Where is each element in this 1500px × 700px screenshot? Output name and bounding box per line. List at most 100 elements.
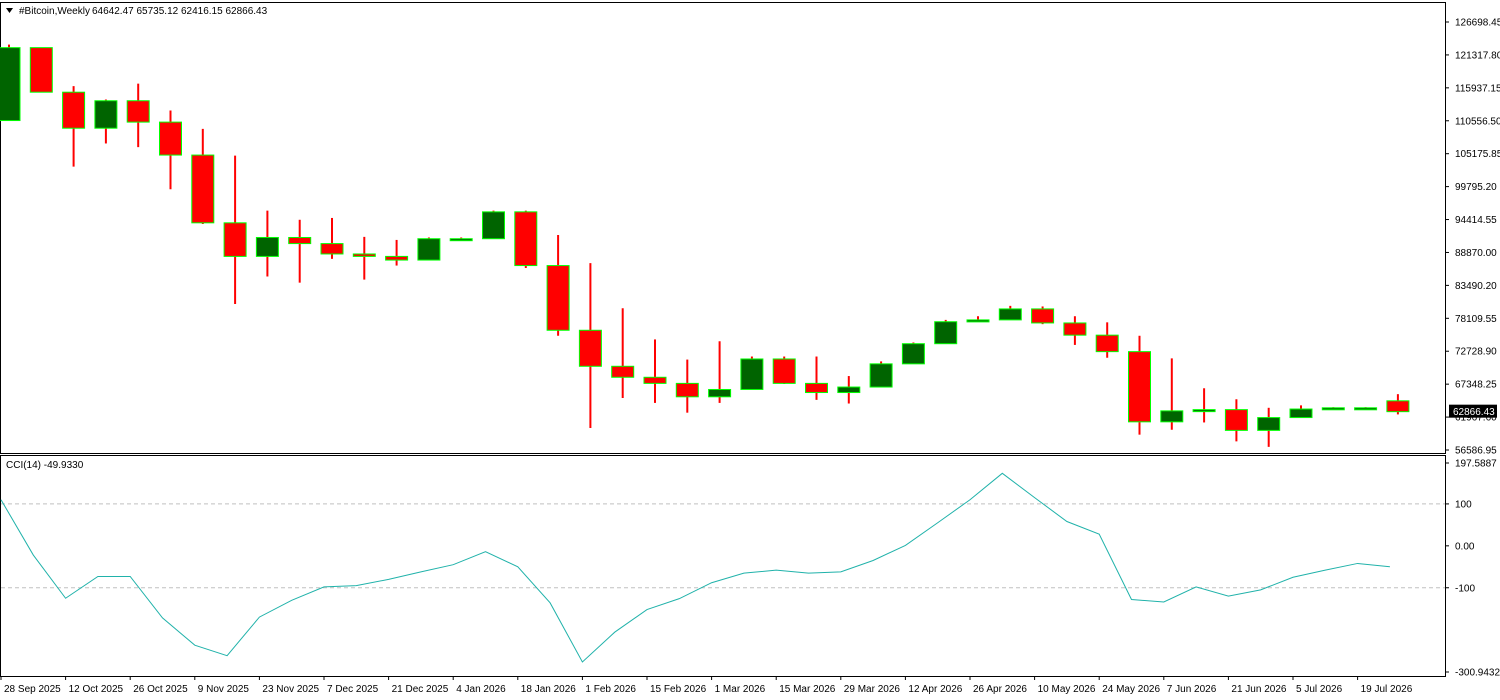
candle-bull bbox=[901, 343, 925, 365]
candle-bull bbox=[1321, 407, 1345, 411]
time-tick-label: 24 May 2026 bbox=[1102, 684, 1160, 695]
candle-bull bbox=[94, 100, 118, 129]
time-axis: 28 Sep 2025 12 Oct 2025 26 Oct 2025 9 Nov 2… bbox=[0, 676, 1413, 695]
candle-bull bbox=[966, 319, 990, 323]
candle-bear bbox=[546, 265, 570, 331]
price-tick-label: 94414.55 bbox=[1455, 215, 1497, 226]
price-tick-label: 67348.25 bbox=[1455, 380, 1497, 391]
time-tick-label: 12 Oct 2025 bbox=[69, 684, 124, 695]
cci-line bbox=[0, 472, 1390, 663]
candle-bear bbox=[1063, 322, 1087, 336]
candle-bear bbox=[385, 255, 409, 261]
time-tick-label: 29 Mar 2026 bbox=[844, 684, 901, 695]
candle-bull bbox=[934, 321, 958, 345]
cci-level-lines bbox=[1, 503, 1445, 589]
candle-bear bbox=[288, 236, 312, 245]
candle-bull bbox=[1354, 407, 1378, 411]
cci-axis: 197.5887 100 0.00 -100 -300.9432 bbox=[1445, 459, 1500, 679]
candle-bear bbox=[1031, 308, 1055, 324]
candle-bear bbox=[1224, 409, 1248, 431]
candle-bull bbox=[417, 238, 441, 261]
price-tick-label: 99795.20 bbox=[1455, 182, 1497, 193]
time-tick-label: 1 Mar 2026 bbox=[715, 684, 766, 695]
price-tick-label: 126698.45 bbox=[1455, 18, 1500, 29]
time-tick-label: 23 Nov 2025 bbox=[262, 684, 319, 695]
time-tick-label: 21 Dec 2025 bbox=[392, 684, 449, 695]
candle-bull bbox=[482, 211, 505, 240]
candlestick-series bbox=[0, 44, 1410, 447]
cci-tick-label: 197.5887 bbox=[1455, 459, 1497, 470]
time-tick-label: 7 Jun 2026 bbox=[1167, 684, 1217, 695]
candle-bull bbox=[837, 386, 861, 394]
candle-bear bbox=[126, 100, 150, 123]
candle-bear bbox=[223, 222, 247, 257]
candle-bear bbox=[805, 382, 828, 394]
price-tick-label: 110556.50 bbox=[1455, 116, 1500, 127]
price-tick-label: 121317.80 bbox=[1455, 50, 1500, 61]
price-tick-label: 61967.60 bbox=[1455, 413, 1497, 424]
time-tick-label: 28 Sep 2025 bbox=[4, 684, 61, 695]
time-tick-label: 7 Dec 2025 bbox=[327, 684, 379, 695]
candle-bull bbox=[869, 363, 893, 388]
candle-bear bbox=[29, 47, 53, 93]
price-tick-label: 88870.00 bbox=[1455, 248, 1497, 259]
time-tick-label: 9 Nov 2025 bbox=[198, 684, 250, 695]
cci-tick-label: -300.9432 bbox=[1455, 668, 1500, 679]
candle-bear bbox=[643, 376, 667, 384]
time-tick-label: 12 Apr 2026 bbox=[908, 684, 962, 695]
cci-label: CCI(14) -49.9330 bbox=[6, 460, 84, 471]
candle-bull bbox=[449, 238, 473, 242]
symbol-label: #Bitcoin,Weekly bbox=[19, 6, 90, 17]
candle-bull bbox=[1160, 410, 1184, 423]
candle-bear bbox=[578, 329, 602, 367]
candle-bear bbox=[352, 253, 376, 257]
current-price-tag: 62866.43 bbox=[1449, 404, 1497, 418]
time-tick-label: 15 Mar 2026 bbox=[779, 684, 836, 695]
current-price-value: 62866.43 bbox=[1453, 407, 1495, 418]
price-tick-label: 78109.55 bbox=[1455, 314, 1497, 325]
candle-bear bbox=[675, 382, 699, 398]
time-tick-label: 19 Jul 2026 bbox=[1361, 684, 1413, 695]
triangle-down-icon[interactable] bbox=[6, 8, 13, 13]
cci-series bbox=[0, 472, 1390, 663]
price-tick-label: 56586.95 bbox=[1455, 446, 1497, 457]
candle-bear bbox=[62, 91, 86, 129]
candle-bear bbox=[514, 211, 538, 267]
candle-bull bbox=[708, 388, 732, 398]
price-tick-label: 105175.85 bbox=[1455, 149, 1500, 160]
candle-bear bbox=[191, 154, 215, 224]
cci-tick-label: 100 bbox=[1455, 499, 1472, 510]
candle-bull bbox=[0, 47, 21, 122]
candle-bear bbox=[159, 121, 182, 156]
time-tick-label: 15 Feb 2026 bbox=[650, 684, 707, 695]
candle-bear bbox=[772, 358, 796, 384]
candle-bear bbox=[611, 365, 635, 378]
candle-bull bbox=[998, 308, 1022, 321]
cci-panel-frame bbox=[0, 455, 1446, 677]
candle-bear bbox=[1386, 400, 1410, 413]
time-tick-label: 4 Jan 2026 bbox=[456, 684, 506, 695]
time-tick-label: 21 Jun 2026 bbox=[1231, 684, 1286, 695]
candle-bull bbox=[1257, 417, 1281, 431]
candle-bull bbox=[740, 358, 764, 390]
candle-bear bbox=[320, 243, 344, 255]
time-tick-label: 26 Oct 2025 bbox=[133, 684, 188, 695]
candle-bull bbox=[255, 236, 279, 257]
time-tick-label: 1 Feb 2026 bbox=[585, 684, 636, 695]
candle-bear bbox=[1128, 351, 1151, 423]
current-price-tag-bg bbox=[1449, 404, 1497, 418]
price-axis: 126698.45 121317.80 115937.15 110556.50 1051… bbox=[1445, 18, 1500, 457]
price-panel-frame bbox=[0, 2, 1446, 454]
candle-bear bbox=[1095, 334, 1119, 353]
price-tick-label: 83490.20 bbox=[1455, 281, 1497, 292]
cci-tick-label: 0.00 bbox=[1455, 541, 1475, 552]
candle-bull bbox=[1289, 408, 1313, 419]
price-tick-label: 72728.90 bbox=[1455, 347, 1497, 358]
time-tick-label: 18 Jan 2026 bbox=[521, 684, 576, 695]
cci-tick-label: -100 bbox=[1455, 583, 1475, 594]
time-tick-label: 10 May 2026 bbox=[1038, 684, 1096, 695]
price-tick-label: 115937.15 bbox=[1455, 83, 1500, 94]
ohlc-values: 64642.47 65735.12 62416.15 62866.43 bbox=[92, 6, 268, 17]
